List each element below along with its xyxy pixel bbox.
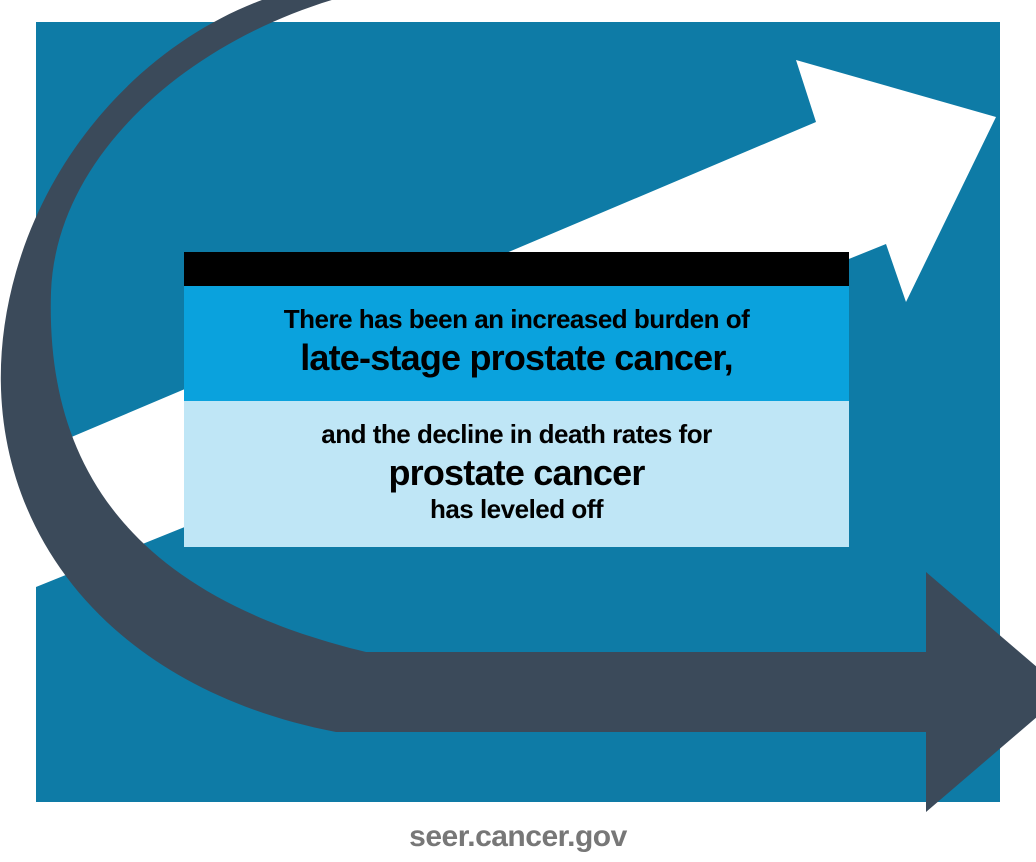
- section2-line3: has leveled off: [214, 494, 819, 525]
- section2-line2: prostate cancer: [214, 452, 819, 494]
- message-card: There has been an increased burden of la…: [184, 252, 849, 547]
- footer-source-text: seer.cancer.gov: [0, 820, 1036, 854]
- infographic-canvas: There has been an increased burden of la…: [36, 22, 1000, 802]
- footer-label: seer.cancer.gov: [409, 820, 627, 853]
- section1-line1: There has been an increased burden of: [214, 304, 819, 335]
- section1-line2: late-stage prostate cancer,: [214, 337, 819, 379]
- card-top-bar: [184, 252, 849, 286]
- card-section-2: and the decline in death rates for prost…: [184, 401, 849, 547]
- card-section-1: There has been an increased burden of la…: [184, 286, 849, 401]
- section2-line1: and the decline in death rates for: [214, 419, 819, 450]
